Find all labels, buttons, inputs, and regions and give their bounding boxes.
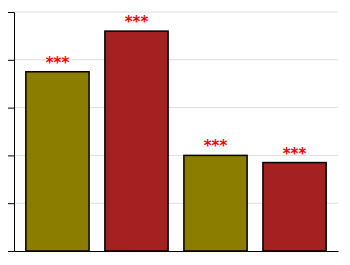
y-tick — [8, 155, 14, 156]
y-tick-mark — [8, 155, 14, 156]
annotation: *** — [125, 13, 149, 31]
plot: *** *** *** *** — [8, 12, 339, 252]
y-tick-mark — [8, 12, 14, 13]
y-tick — [8, 108, 14, 109]
bar — [26, 72, 89, 251]
bar — [105, 31, 168, 251]
bar — [184, 155, 247, 251]
y-tick — [8, 60, 14, 61]
grid-line — [14, 12, 338, 13]
y-tick — [8, 203, 14, 204]
chart: *** *** *** *** — [0, 0, 350, 265]
y-tick-mark — [8, 60, 14, 61]
y-axis — [8, 13, 15, 252]
annotation: *** — [204, 137, 228, 155]
annotation: *** — [283, 145, 307, 163]
bar — [263, 163, 326, 251]
y-tick — [8, 12, 14, 13]
y-tick-mark — [8, 203, 14, 204]
y-axis-line — [8, 13, 15, 252]
x-axis — [15, 251, 339, 253]
annotation: *** — [46, 54, 70, 72]
x-axis-line — [15, 251, 339, 252]
annotations: *** *** *** *** — [46, 13, 307, 162]
y-tick-mark — [8, 108, 14, 109]
bars — [26, 31, 326, 251]
